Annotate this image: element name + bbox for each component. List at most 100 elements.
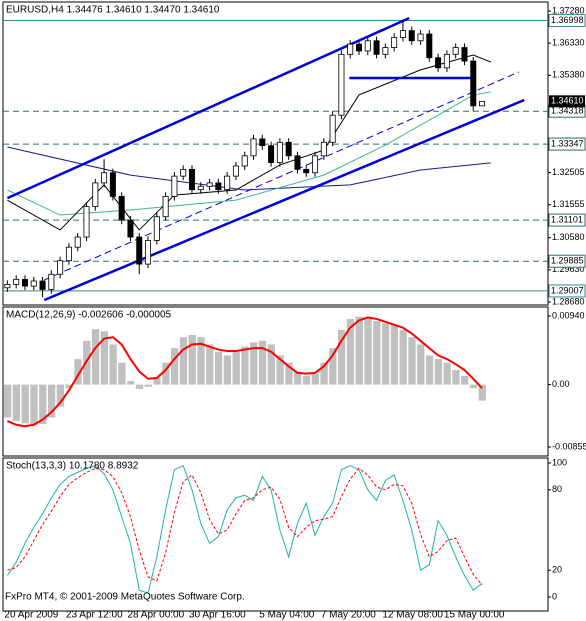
macd-bar: [417, 344, 425, 385]
candle-body: [241, 155, 248, 167]
panel-title: MACD(12,26,9) -0.002606 -0.000005: [6, 310, 172, 321]
candle-body: [74, 236, 81, 248]
y-tick-label: 1.28680: [552, 296, 585, 306]
level-label-box: [548, 14, 586, 28]
y-tick-label: 1.35380: [552, 70, 585, 80]
trendline: [43, 98, 525, 302]
candle-body: [364, 40, 371, 52]
candle-body: [347, 43, 354, 55]
panel-frame: [2, 1, 549, 306]
level-label-box: [548, 254, 586, 268]
y-tick-label: 0.00940: [552, 310, 585, 320]
macd-bar: [39, 384, 47, 425]
macd-bar: [329, 348, 337, 385]
macd-bar: [4, 384, 12, 418]
candle-body: [145, 240, 152, 265]
y-tick-label: 80: [552, 484, 562, 494]
macd-bar: [425, 355, 434, 385]
macd-bar: [381, 323, 390, 385]
macd-bar: [373, 321, 381, 385]
level-label-box: [548, 284, 586, 298]
macd-bar: [153, 377, 161, 385]
candle-body: [461, 47, 468, 62]
candle-body: [197, 185, 204, 191]
macd-bar: [65, 384, 73, 389]
y-tick-label: 0: [552, 591, 557, 601]
candle-body: [338, 53, 345, 116]
y-tick-label: 1.31555: [552, 199, 585, 209]
x-tick-label: 28 Apr 00:00: [127, 610, 184, 621]
candle-body: [250, 138, 257, 157]
macd-bar: [258, 340, 267, 385]
level-label: 1.29885: [551, 256, 584, 266]
candle-body: [285, 141, 292, 157]
candle-body: [479, 100, 486, 107]
candle-body: [30, 280, 37, 287]
panel-frame: [2, 306, 549, 457]
x-tick-label: 30 Apr 16:00: [189, 610, 246, 621]
candle-body: [408, 30, 415, 42]
candle-body: [215, 182, 222, 191]
candle-body: [303, 168, 310, 174]
y-tick-label: 1.32505: [552, 167, 585, 177]
y-tick-label: 20: [552, 565, 562, 575]
macd-bar: [232, 351, 240, 385]
y-tick-label: 1.29630: [552, 264, 585, 274]
candle-body: [48, 273, 55, 290]
x-tick-label: 20 Apr 2009: [4, 610, 58, 621]
macd-bar: [469, 384, 478, 389]
macd-bar: [294, 371, 302, 385]
macd-bar: [355, 316, 363, 385]
y-tick-label: 1.37280: [552, 5, 585, 15]
trendline: [44, 71, 520, 281]
candle-body: [329, 114, 336, 143]
level-label: 1.31101: [551, 214, 583, 224]
x-tick-label: 23 Apr 12:00: [66, 610, 123, 621]
level-label-box: [548, 213, 586, 227]
x-tick-label: 7 May 20:00: [321, 610, 376, 621]
candle-body: [224, 175, 231, 191]
macd-bar: [197, 337, 205, 385]
candle-body: [4, 284, 11, 289]
footer: FxPro MT4, © 2001-2009 MetaQuotes Softwa…: [5, 592, 245, 603]
candle-body: [57, 260, 64, 275]
macd-bar: [100, 331, 108, 385]
macd-bar: [118, 362, 126, 385]
macd-bar: [346, 318, 355, 385]
macd-bar: [461, 375, 469, 385]
macd-bar: [452, 370, 460, 385]
candle-body: [417, 33, 424, 42]
macd-bar: [478, 384, 486, 401]
x-tick-label: 12 May 08:00: [382, 610, 443, 621]
macd-bar: [408, 337, 416, 385]
macd-bar: [162, 362, 170, 385]
candle-body: [101, 172, 108, 184]
macd-bar: [144, 384, 152, 387]
candle-body: [118, 196, 125, 221]
macd-signal: [7, 316, 483, 428]
macd-bar: [47, 384, 56, 418]
x-tick-label: 5 May 04:00: [259, 610, 314, 621]
candle-body: [153, 216, 160, 241]
candle-body: [92, 182, 99, 207]
macd-bar: [30, 384, 38, 425]
candle-body: [426, 33, 433, 59]
candle-body: [127, 219, 134, 238]
macd-bar: [285, 362, 293, 385]
candle-body: [65, 246, 72, 262]
level-label: 1.34318: [551, 106, 584, 116]
candle-body: [399, 30, 406, 38]
macd-bar: [188, 334, 196, 385]
macd-bar: [434, 359, 442, 385]
candle-body: [382, 47, 389, 55]
macd-bar: [127, 380, 135, 385]
level-label-box: [548, 137, 586, 151]
macd-bar: [214, 351, 223, 385]
candle-body: [391, 36, 398, 48]
candle-body: [206, 182, 213, 187]
macd-bar: [302, 375, 311, 385]
candle-body: [171, 175, 178, 197]
y-tick-label: 100: [552, 457, 567, 467]
